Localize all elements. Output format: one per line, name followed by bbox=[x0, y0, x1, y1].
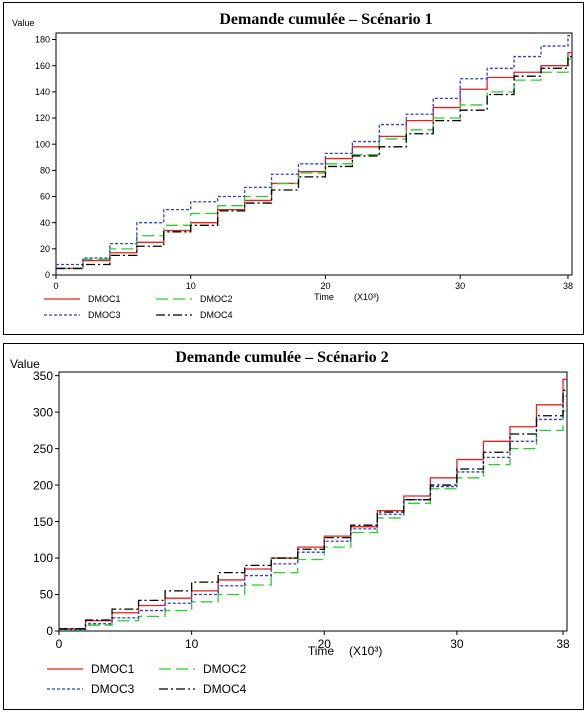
y-tick-label: 300 bbox=[33, 405, 53, 419]
chart-panel-scenario-1: Demande cumulée – Scénario 1 Value 0 20 40 60… bbox=[3, 2, 584, 335]
series-line-dmoc2 bbox=[56, 58, 572, 270]
x-tick-label: 38 bbox=[556, 637, 570, 651]
y-axis-label: Value bbox=[10, 357, 40, 371]
y-tick-label: 50 bbox=[40, 588, 54, 602]
x-tick-label: 10 bbox=[185, 637, 199, 651]
y-tick-label: 350 bbox=[33, 369, 53, 383]
y-tick-label: 160 bbox=[35, 61, 50, 71]
y-axis-label: Value bbox=[12, 18, 34, 28]
x-tick-label: 0 bbox=[56, 637, 63, 651]
y-tick-label: 60 bbox=[40, 192, 50, 202]
y-tick-label: 140 bbox=[35, 87, 50, 97]
series-line-dmoc2 bbox=[59, 410, 567, 631]
y-tick-label: 100 bbox=[33, 551, 53, 565]
y-tick-label: 40 bbox=[40, 218, 50, 228]
legend-label-dmoc3: DMOC3 bbox=[91, 682, 135, 696]
legend-label-dmoc2: DMOC2 bbox=[200, 294, 233, 304]
series-line-dmoc3 bbox=[56, 34, 572, 266]
series-line-dmoc4 bbox=[56, 55, 572, 270]
y-tick-label: 150 bbox=[33, 515, 53, 529]
plot-frame bbox=[55, 32, 573, 276]
x-tick-label: 0 bbox=[53, 281, 58, 291]
legend-label-dmoc4: DMOC4 bbox=[203, 682, 247, 696]
x-tick-label: 30 bbox=[450, 637, 464, 651]
y-tick-label: 120 bbox=[35, 113, 50, 123]
legend-label-dmoc3: DMOC3 bbox=[88, 310, 121, 320]
series-line-dmoc1 bbox=[59, 378, 567, 630]
x-axis-label: Time bbox=[314, 292, 334, 302]
y-tick-label: 100 bbox=[35, 139, 50, 149]
legend-label-dmoc4: DMOC4 bbox=[200, 310, 233, 320]
x-tick-label: 20 bbox=[320, 281, 330, 291]
y-tick-label: 80 bbox=[40, 166, 50, 176]
chart-scenario-1: Demande cumulée – Scénario 1 Value 0 20 40 60… bbox=[12, 11, 573, 320]
y-tick-label: 0 bbox=[46, 624, 53, 638]
y-tick-label: 250 bbox=[33, 442, 53, 456]
chart-panel-scenario-2: Demande cumulée – Scénario 2 Value 0 50 100 1… bbox=[3, 343, 584, 710]
series-line-dmoc4 bbox=[59, 389, 567, 630]
plot-frame bbox=[58, 371, 568, 632]
chart-title: Demande cumulée – Scénario 2 bbox=[175, 349, 388, 366]
x-tick-label: 20 bbox=[318, 637, 332, 651]
legend-label-dmoc1: DMOC1 bbox=[91, 662, 135, 676]
x-axis-label: Time bbox=[308, 644, 335, 658]
series-line-dmoc3 bbox=[59, 395, 567, 631]
x-tick-label: 38 bbox=[563, 281, 573, 291]
y-tick-label: 200 bbox=[33, 478, 53, 492]
y-tick-label: 20 bbox=[40, 244, 50, 254]
y-tick-label: 180 bbox=[35, 35, 50, 45]
legend-label-dmoc2: DMOC2 bbox=[203, 662, 247, 676]
x-tick-label: 30 bbox=[455, 281, 465, 291]
x-axis-unit: (X10³) bbox=[349, 644, 382, 658]
y-tick-label: 0 bbox=[45, 270, 50, 280]
series-line-dmoc1 bbox=[56, 51, 572, 270]
legend-label-dmoc1: DMOC1 bbox=[88, 294, 121, 304]
x-axis-unit: (X10³) bbox=[354, 292, 379, 302]
chart-title: Demande cumulée – Scénario 1 bbox=[219, 11, 432, 28]
x-tick-label: 10 bbox=[186, 281, 196, 291]
chart-scenario-2: Demande cumulée – Scénario 2Value0501001… bbox=[10, 349, 570, 696]
